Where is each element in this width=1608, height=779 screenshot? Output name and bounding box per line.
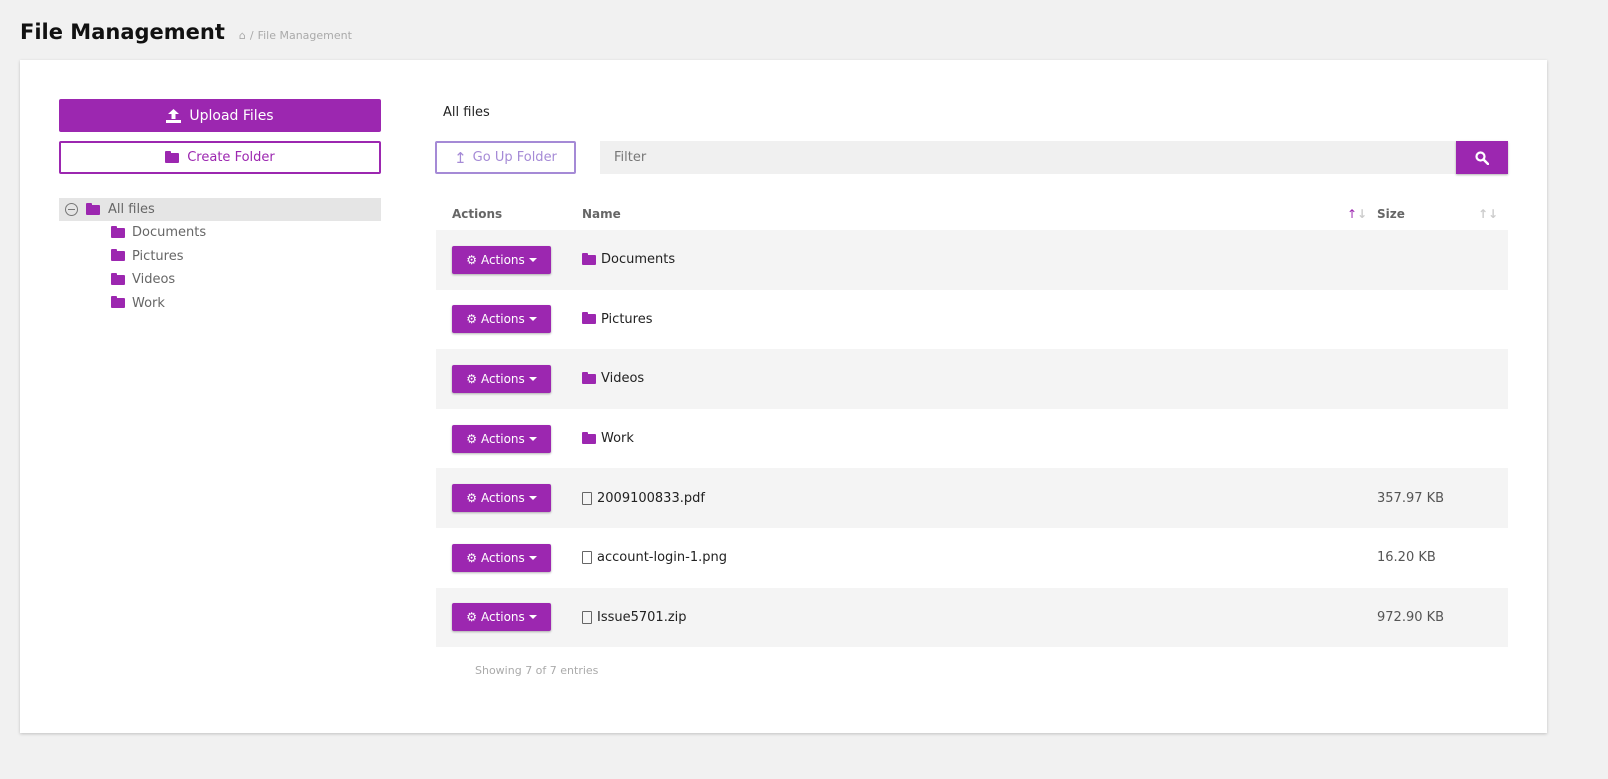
filter-input[interactable]: [600, 141, 1457, 174]
gear-icon: ⚙: [466, 550, 477, 565]
file-table: Actions Name ↑↓ Size ↑↓ ⚙ Actions Documents…: [436, 198, 1508, 648]
caret-down-icon: [528, 615, 537, 620]
folder-icon: [111, 272, 125, 285]
gear-icon: ⚙: [466, 371, 477, 386]
file-manager-card: Upload Files Create Folder All files Doc…: [20, 60, 1547, 733]
actions-dropdown-button[interactable]: ⚙ Actions: [452, 424, 551, 453]
tree-item-pictures[interactable]: Pictures: [59, 245, 381, 269]
file-name-cell[interactable]: 2009100833.pdf: [582, 491, 1377, 506]
search-icon: [1475, 150, 1489, 165]
collapse-icon[interactable]: [65, 203, 78, 216]
breadcrumb-current: File Management: [257, 29, 352, 42]
folder-icon: [582, 371, 596, 384]
file-name-cell[interactable]: Work: [582, 431, 1377, 446]
folder-icon: [111, 296, 125, 309]
column-name[interactable]: Name ↑↓: [582, 207, 1377, 221]
folder-tree: All files Documents Pictures Videos Work: [59, 198, 381, 315]
column-size[interactable]: Size ↑↓: [1377, 207, 1508, 221]
caret-down-icon: [528, 555, 537, 560]
sort-asc-icon[interactable]: ↑↓: [1346, 207, 1368, 221]
table-row: ⚙ Actions 2009100833.pdf 357.97 KB: [436, 468, 1508, 528]
gear-icon: ⚙: [466, 610, 477, 625]
actions-dropdown-button[interactable]: ⚙ Actions: [452, 543, 551, 572]
current-folder-label: All files: [443, 105, 490, 120]
caret-down-icon: [528, 436, 537, 441]
table-row: ⚙ Actions Pictures: [436, 290, 1508, 350]
caret-down-icon: [528, 496, 537, 501]
actions-dropdown-button[interactable]: ⚙ Actions: [452, 245, 551, 274]
file-name-cell[interactable]: Pictures: [582, 312, 1377, 327]
table-body: ⚙ Actions Documents ⚙ Actions Pictures ⚙ Ac…: [436, 230, 1508, 648]
level-up-icon: ↥: [454, 148, 467, 167]
file-name-cell[interactable]: Issue5701.zip: [582, 610, 1377, 625]
upload-files-button[interactable]: Upload Files: [59, 99, 381, 132]
entries-info: Showing 7 of 7 entries: [475, 664, 599, 677]
folder-plus-icon: [165, 150, 180, 163]
actions-dropdown-button[interactable]: ⚙ Actions: [452, 305, 551, 334]
upload-icon: [166, 108, 182, 123]
file-name-cell[interactable]: Videos: [582, 371, 1377, 386]
actions-dropdown-button[interactable]: ⚙ Actions: [452, 484, 551, 513]
archive-file-icon: [582, 610, 592, 624]
gear-icon: ⚙: [466, 252, 477, 267]
home-icon[interactable]: ⌂: [238, 29, 246, 42]
table-row: ⚙ Actions Work: [436, 409, 1508, 469]
actions-dropdown-button[interactable]: ⚙ Actions: [452, 603, 551, 632]
breadcrumb: ⌂ / File Management: [238, 29, 352, 42]
go-up-folder-button[interactable]: ↥ Go Up Folder: [435, 141, 576, 174]
create-folder-button[interactable]: Create Folder: [59, 141, 381, 174]
folder-icon: [582, 312, 596, 325]
folder-icon: [582, 252, 596, 265]
tree-item-work[interactable]: Work: [59, 292, 381, 316]
tree-item-videos[interactable]: Videos: [59, 268, 381, 292]
page-title: File Management: [20, 20, 225, 44]
gear-icon: ⚙: [466, 491, 477, 506]
column-actions: Actions: [452, 207, 503, 221]
folder-icon: [111, 249, 125, 262]
caret-down-icon: [528, 317, 537, 322]
file-size-cell: 16.20 KB: [1377, 550, 1436, 566]
caret-down-icon: [528, 376, 537, 381]
table-row: ⚙ Actions Documents: [436, 230, 1508, 290]
tree-item-documents[interactable]: Documents: [59, 221, 381, 245]
gear-icon: ⚙: [466, 312, 477, 327]
file-name-cell[interactable]: account-login-1.png: [582, 550, 1377, 565]
actions-dropdown-button[interactable]: ⚙ Actions: [452, 364, 551, 393]
caret-down-icon: [528, 257, 537, 262]
table-header: Actions Name ↑↓ Size ↑↓: [436, 198, 1508, 230]
tree-item-all-files[interactable]: All files: [59, 198, 381, 221]
page-header: File Management ⌂ / File Management: [20, 20, 352, 44]
folder-icon: [582, 431, 596, 444]
folder-icon: [111, 225, 125, 238]
folder-icon: [86, 202, 100, 215]
gear-icon: ⚙: [466, 431, 477, 446]
file-size-cell: 972.90 KB: [1377, 609, 1445, 625]
search-button[interactable]: [1456, 141, 1508, 174]
table-row: ⚙ Actions Issue5701.zip 972.90 KB: [436, 587, 1508, 648]
table-row: ⚙ Actions account-login-1.png 16.20 KB: [436, 528, 1508, 588]
pdf-file-icon: [582, 491, 592, 505]
file-size-cell: 357.97 KB: [1377, 490, 1445, 506]
table-row: ⚙ Actions Videos: [436, 349, 1508, 409]
sort-icon[interactable]: ↑↓: [1477, 207, 1499, 221]
image-file-icon: [582, 551, 592, 565]
file-name-cell[interactable]: Documents: [582, 252, 1377, 267]
